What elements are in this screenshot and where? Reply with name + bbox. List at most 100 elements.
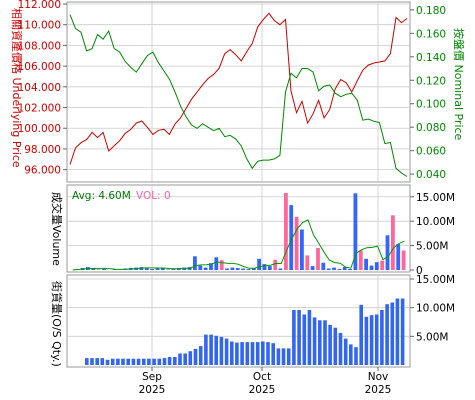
holdings-bar — [105, 359, 110, 365]
holdings-bar — [162, 358, 167, 365]
holdings-bar — [230, 341, 234, 365]
holdings-bar — [286, 348, 291, 365]
volume-bar — [278, 268, 283, 270]
holdings-bar — [255, 342, 260, 365]
holdings-bar — [302, 314, 307, 365]
left-tick-label: 96.000 — [24, 165, 61, 177]
volume-bar — [262, 264, 267, 270]
volume-avg-legend: Avg: 4.60M — [72, 190, 131, 202]
volume-bar — [374, 262, 379, 270]
left-tick-label: 106.000 — [18, 61, 61, 73]
holdings-bar — [157, 358, 162, 365]
volume-tick-label: 15.00M — [416, 192, 455, 204]
holdings-bar — [281, 348, 286, 365]
holdings-bar — [395, 298, 400, 365]
holdings-bar — [100, 358, 105, 365]
holdings-bar — [292, 310, 296, 365]
nominal-price-axis-label: 按盤價 Nominal Price — [452, 28, 466, 141]
holdings-bar — [245, 342, 250, 365]
volume-bar — [219, 260, 224, 270]
holdings-bar — [131, 358, 136, 365]
volume-bar — [241, 268, 245, 270]
volume-bar — [326, 268, 331, 270]
volume-bar — [284, 192, 288, 270]
holdings-bar — [152, 358, 156, 365]
holdings-bar — [90, 358, 94, 365]
holdings-tick-label: 15.00M — [416, 274, 455, 286]
volume-bar — [300, 229, 304, 270]
holdings-bar — [359, 304, 363, 365]
volume-bar — [102, 269, 106, 270]
volume-bar — [166, 269, 171, 270]
volume-bar — [171, 269, 176, 270]
holdings-bar — [374, 314, 379, 365]
volume-bar — [310, 266, 315, 270]
left-tick-label: 104.000 — [18, 82, 61, 94]
volume-bar — [273, 259, 278, 270]
holdings-bar — [240, 342, 244, 365]
holdings-bar — [297, 310, 301, 365]
volume-bar — [214, 257, 219, 270]
volume-bar — [391, 215, 395, 270]
x-tick-year: 2025 — [249, 384, 276, 396]
right-tick-label: 0.140 — [416, 52, 446, 64]
holdings-bar — [328, 324, 332, 365]
volume-bar — [209, 263, 213, 270]
volume-bar — [342, 267, 347, 270]
underlying-price-ticks: 112.000 110.000 108.000 106.000 104.000 102.0… — [18, 0, 67, 177]
holdings-bar — [204, 334, 208, 365]
holdings-bar — [354, 347, 358, 365]
holdings-bar — [390, 302, 395, 365]
holdings-bar — [95, 358, 99, 365]
volume-axis-label: 成交量Volume — [50, 192, 64, 266]
holdings-bar — [261, 341, 265, 365]
price-panel-frame — [66, 1, 411, 183]
volume-bar — [198, 265, 203, 270]
holdings-bar — [271, 343, 275, 365]
holdings-bar — [380, 310, 384, 365]
volume-bar — [96, 269, 101, 270]
x-tick-year: 2025 — [139, 384, 166, 396]
holdings-ticks: 15.00M 10.00M 5.00M — [410, 274, 455, 343]
volume-bar — [112, 269, 117, 270]
volume-bar — [230, 267, 235, 270]
volume-bar — [332, 267, 336, 270]
holdings-bar — [349, 344, 353, 365]
volume-bar — [246, 269, 251, 270]
volume-bar — [150, 269, 154, 270]
volume-average-line — [72, 219, 405, 271]
price-grid — [67, 2, 410, 367]
holdings-bar — [333, 327, 338, 365]
left-tick-label: 98.000 — [24, 144, 61, 156]
volume-bar — [316, 248, 320, 270]
nominal-price-line — [69, 14, 408, 177]
holdings-bar — [307, 310, 312, 365]
holdings-bar — [209, 334, 213, 365]
x-tick-month: Nov — [368, 371, 389, 383]
holdings-bar — [338, 332, 343, 365]
volume-panel-frame — [66, 184, 411, 273]
holdings-bar — [219, 336, 224, 365]
holdings-bar — [183, 353, 187, 365]
holdings-bars — [85, 298, 405, 365]
price-lines — [69, 12, 408, 177]
volume-bar — [294, 216, 299, 270]
right-tick-label: 0.060 — [416, 146, 446, 158]
x-tick-year: 2025 — [365, 384, 392, 396]
volume-bar — [257, 258, 261, 270]
volume-bar — [235, 268, 240, 270]
holdings-bar — [312, 317, 317, 365]
nominal-price-ticks: 0.180 0.160 0.140 0.120 0.100 0.080 0.060 0.040 — [410, 5, 446, 181]
holdings-bar — [323, 320, 327, 365]
left-tick-label: 110.000 — [18, 20, 61, 32]
volume-bar — [321, 262, 326, 270]
holdings-bar — [400, 298, 405, 365]
holdings-bar — [276, 348, 281, 365]
holdings-bar — [266, 342, 270, 365]
left-tick-label: 108.000 — [18, 40, 61, 52]
holdings-bar — [178, 353, 182, 365]
volume-bar — [305, 255, 310, 270]
volume-bar — [385, 235, 390, 270]
holdings-bar — [126, 358, 130, 365]
